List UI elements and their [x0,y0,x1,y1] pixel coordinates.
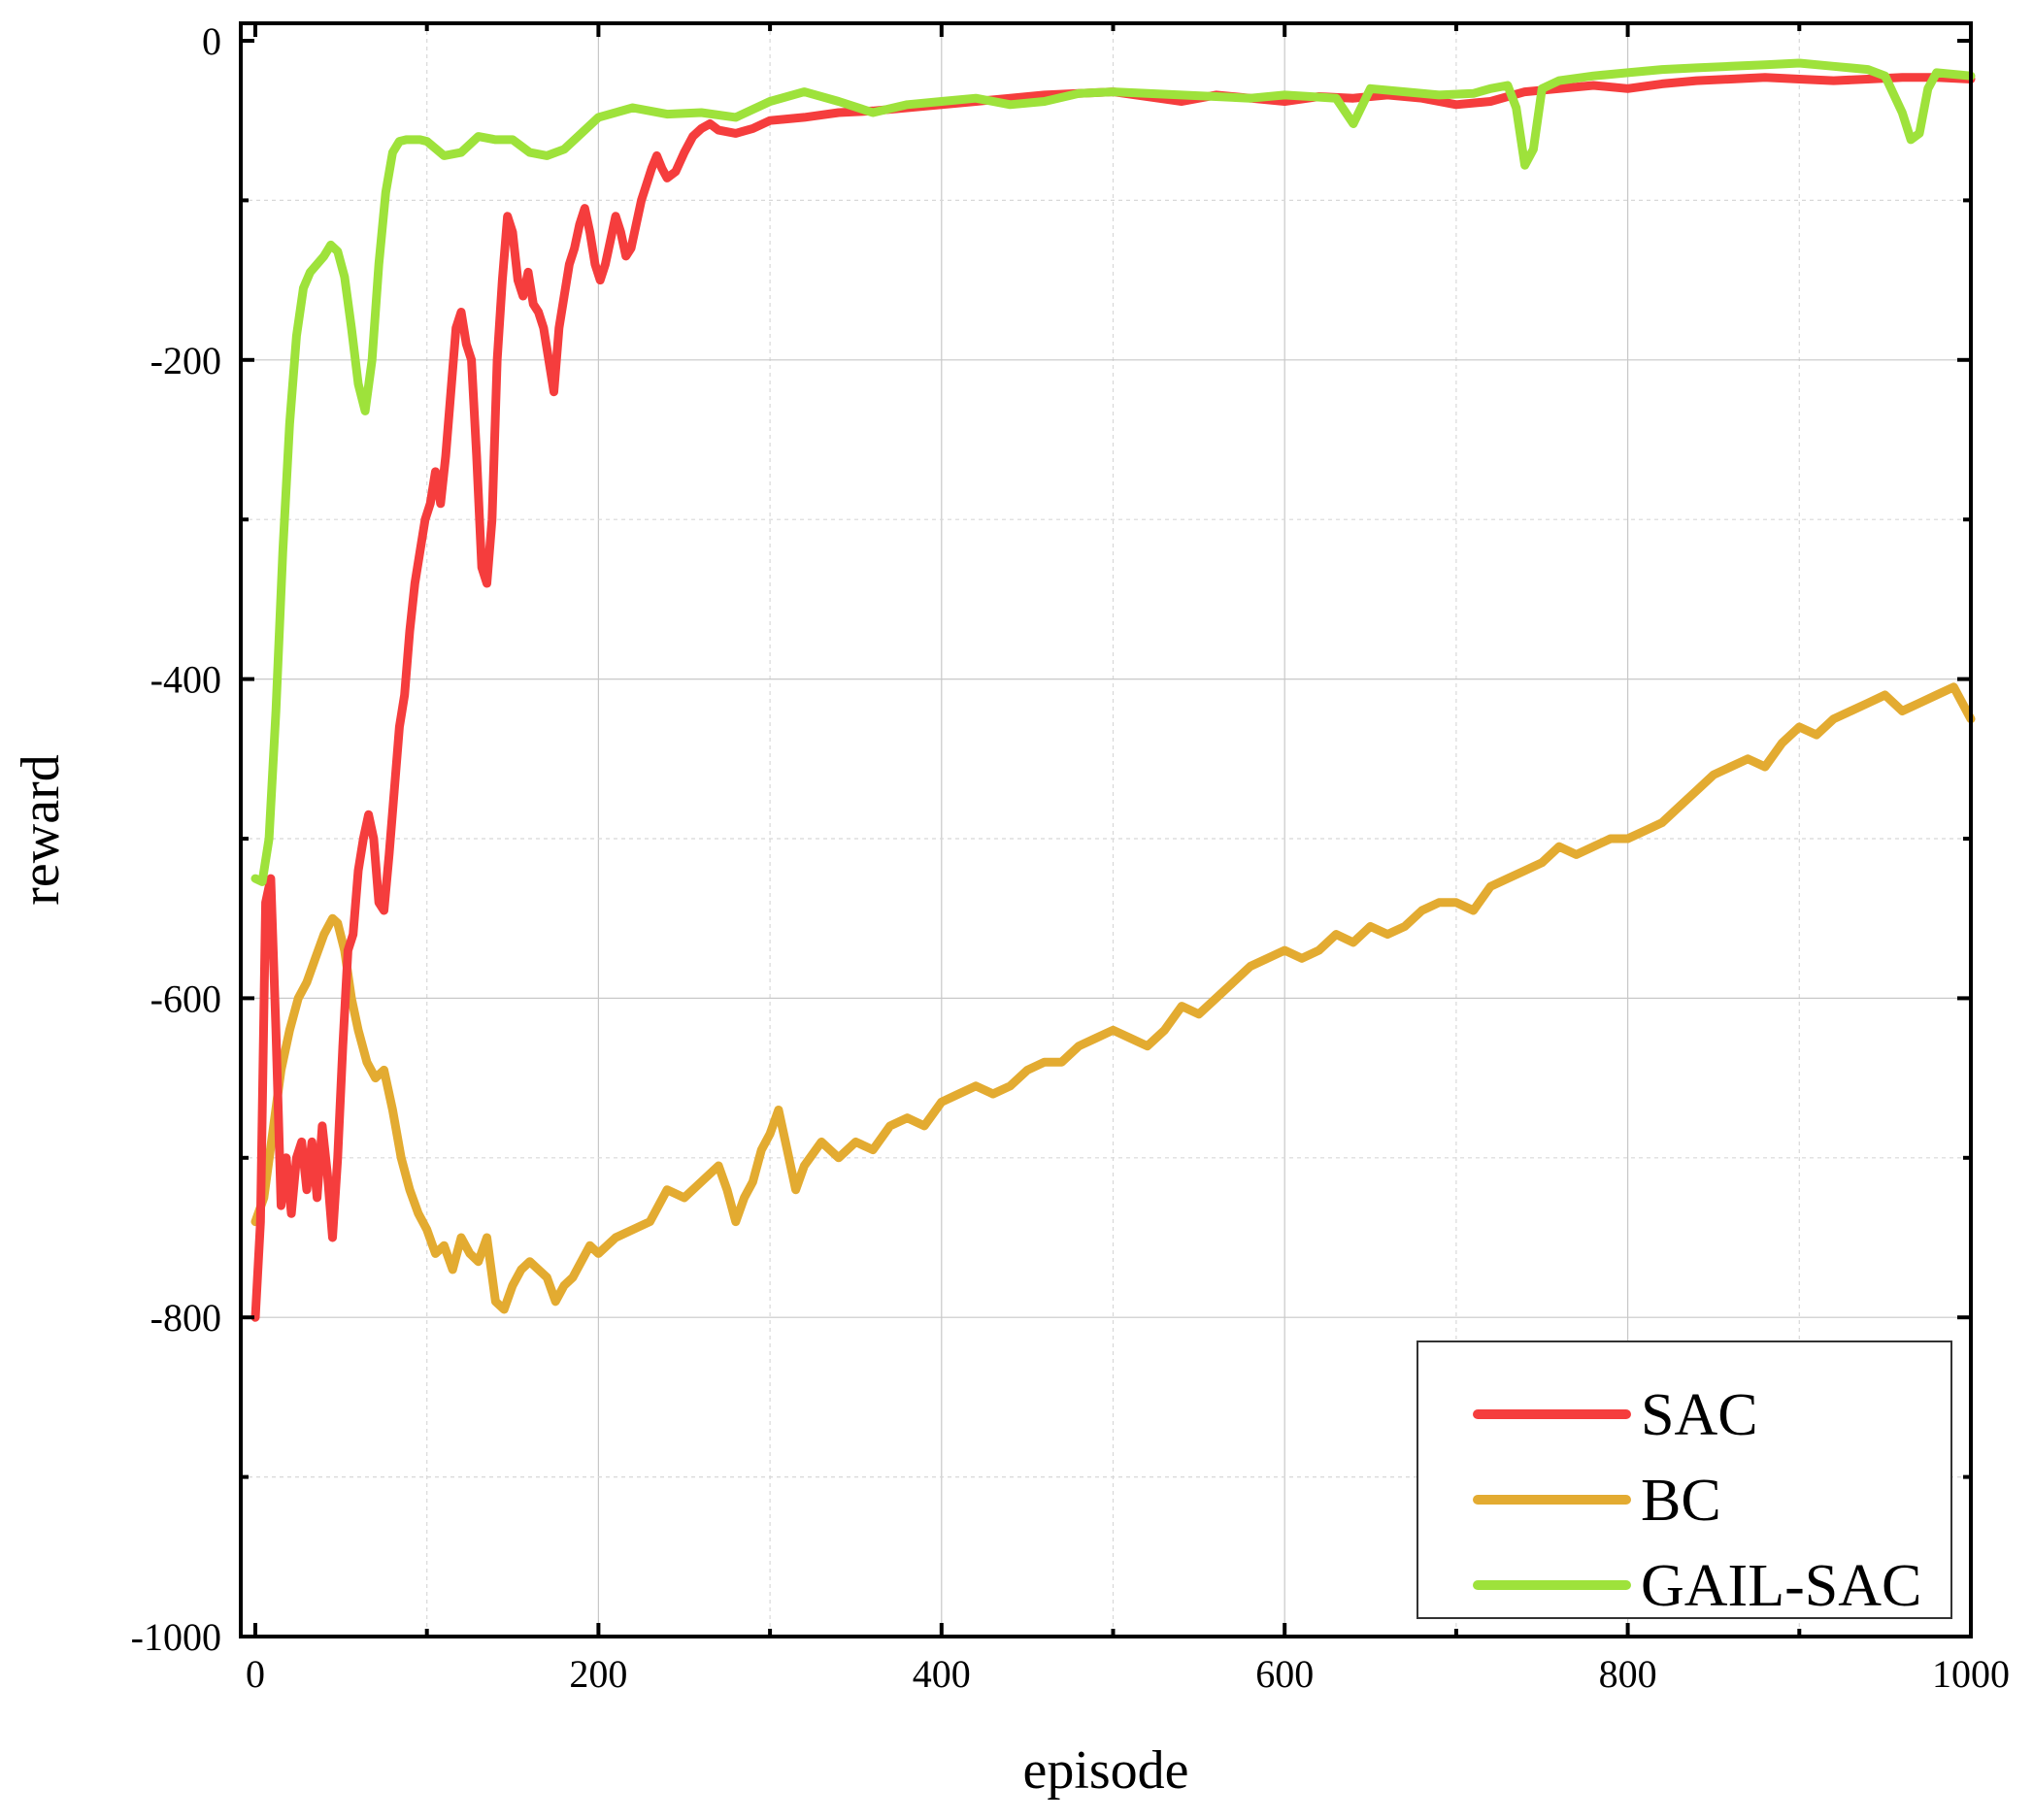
y-tick-label: -200 [150,339,221,382]
y-tick-label: -1000 [131,1615,221,1659]
legend: SAC BC GAIL-SAC [1416,1340,1952,1619]
axis-ticks [241,23,1973,1638]
series-line-bc [250,682,1976,1314]
legend-label: SAC [1641,1382,1758,1448]
legend-label: GAIL-SAC [1641,1553,1921,1619]
y-tick-label: -600 [150,976,221,1020]
series-line-gail-sac [250,58,1976,886]
series-line-sac [250,73,1976,1322]
legend-label: BC [1641,1468,1721,1534]
legend-box [1416,1340,1952,1619]
legend-item: GAIL-SAC [1473,1553,1921,1619]
y-axis-title: reward [11,754,71,905]
x-tick-label: 800 [1599,1652,1657,1696]
x-tick-label: 200 [569,1652,627,1696]
plot-frame [239,21,1973,1638]
x-tick-labels: 0 200 400 600 800 1000 [246,1652,2010,1696]
x-tick-label: 1000 [1932,1652,2010,1696]
x-tick-label: 400 [913,1652,971,1696]
y-tick-label: -800 [150,1296,221,1340]
legend-item: SAC [1473,1382,1758,1448]
y-tick-label: -400 [150,658,221,702]
legend-item: BC [1473,1468,1721,1534]
x-tick-label: 0 [246,1652,265,1696]
y-tick-labels: 0 -200 -400 -600 -800 -1000 [131,19,221,1659]
series-lines [250,58,1976,1322]
x-tick-label: 600 [1255,1652,1314,1696]
x-axis-title: episode [1022,1740,1188,1801]
y-tick-label: 0 [202,19,221,63]
